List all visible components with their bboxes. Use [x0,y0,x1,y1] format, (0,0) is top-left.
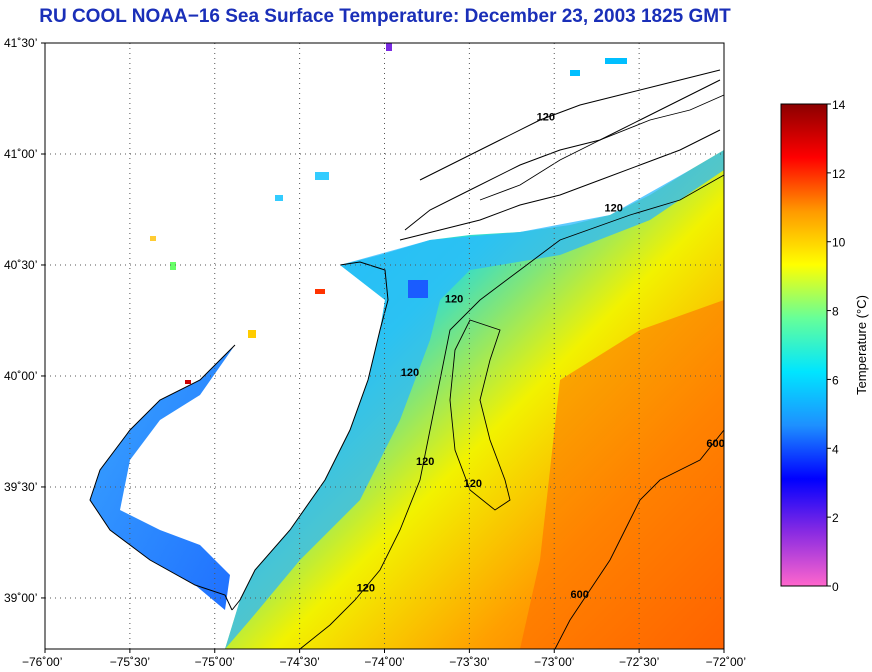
lon-tick-label-3: −74˚30’ [279,655,319,669]
colorbar-tick-label-0: 0 [832,580,839,594]
colorbar-ramp [780,103,828,587]
map-plot-area [45,43,724,649]
contour-600 [554,429,725,650]
contour-label-7: 600 [706,438,724,450]
colorbar-tick-label-5: 10 [832,236,846,250]
bathymetry-contours [299,94,725,650]
lon-tick-label-6: −73˚00’ [534,655,574,669]
latitude-tick-labels: 41˚30’ 41˚00’ 40˚30’ 40˚00’ 39˚30’ 39˚00’ [4,36,45,605]
colorbar-tick-label-3: 6 [832,373,839,387]
contour-120-b [449,319,511,511]
new-jersey-coast [231,261,389,611]
colorbar-title: Temperature (°C) [854,295,869,395]
colorbar-tick-label-7: 14 [832,98,846,112]
map-title: RU COOL NOAA−16 Sea Surface Temperature:… [39,6,731,27]
lon-tick-label-8: −72˚00’ [706,655,746,669]
contour-label-6: 120 [357,582,375,594]
delaware-shore [89,344,236,611]
colorbar-tick-label-6: 12 [832,167,846,181]
contour-label-3: 120 [401,367,419,379]
lat-tick-label-5: 39˚00’ [4,591,37,605]
lon-tick-label-4: −74˚00’ [364,655,404,669]
lat-tick-label-1: 41˚00’ [4,147,37,161]
lon-tick-label-2: −75˚00’ [195,655,235,669]
lon-tick-label-1: −75˚30’ [110,655,150,669]
lat-tick-label-3: 40˚00’ [4,369,37,383]
contour-label-8: 600 [571,589,589,601]
lon-tick-label-7: −72˚30’ [619,655,659,669]
warm-offshore-region [520,300,724,649]
lon-tick-label-5: −73˚30’ [449,655,489,669]
delaware-bay [90,345,235,610]
graticule [45,43,724,649]
longitude-tick-labels: −76˚00’ −75˚30’ −75˚00’ −74˚30’ −74˚00’ −73˚3… [22,649,746,669]
coastlines [89,69,721,611]
contour-label-5: 120 [464,478,482,490]
contour-120 [299,94,725,650]
lon-tick-label-0: −76˚00’ [22,655,62,669]
contour-label-2: 120 [445,294,463,306]
colorbar: 0 2 4 6 8 10 12 14 Temperature (°C) [780,98,869,594]
lat-tick-label-2: 40˚30’ [4,258,37,272]
lat-tick-label-0: 41˚30’ [4,36,37,50]
lat-tick-label-4: 39˚30’ [4,480,37,494]
coastal-cold-band [225,150,724,649]
colorbar-tick-label-1: 2 [832,511,839,525]
colorbar-tick-label-4: 8 [832,305,839,319]
contour-label-0: 120 [537,112,555,124]
colorbar-tick-label-2: 4 [832,442,839,456]
contour-label-1: 120 [604,203,622,215]
connecticut-coast [419,69,721,181]
colorbar-tick-labels: 0 2 4 6 8 10 12 14 [827,98,846,594]
noise-pixels [150,43,627,384]
long-island-coast [399,79,721,241]
contour-label-4: 120 [416,456,434,468]
